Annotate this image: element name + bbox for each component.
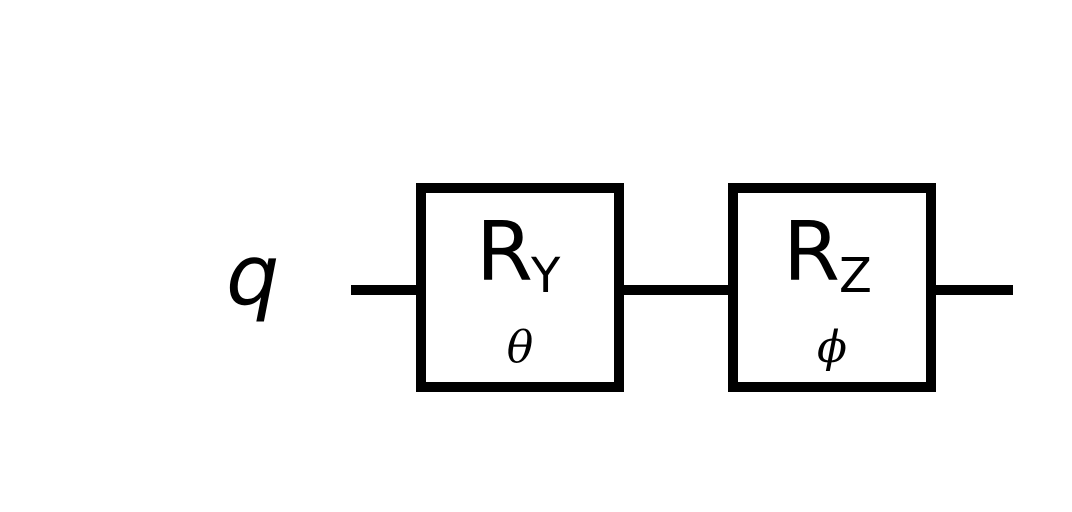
gate-rz-subscript: Z: [839, 248, 872, 304]
gate-ry-main-label: R: [476, 205, 533, 300]
gate-rz-main-label: R: [783, 205, 840, 300]
gate-ry-subscript: Y: [530, 248, 561, 304]
gate-rz-parameter: ϕ: [817, 322, 847, 373]
qubit-label: q: [226, 226, 279, 324]
gate-ry-parameter: θ: [507, 322, 534, 373]
gate-ry-box: [416, 183, 624, 392]
gate-rz: R Z ϕ: [728, 183, 936, 392]
gate-rz-box: [728, 183, 936, 392]
gate-ry: R Y θ: [416, 183, 624, 392]
